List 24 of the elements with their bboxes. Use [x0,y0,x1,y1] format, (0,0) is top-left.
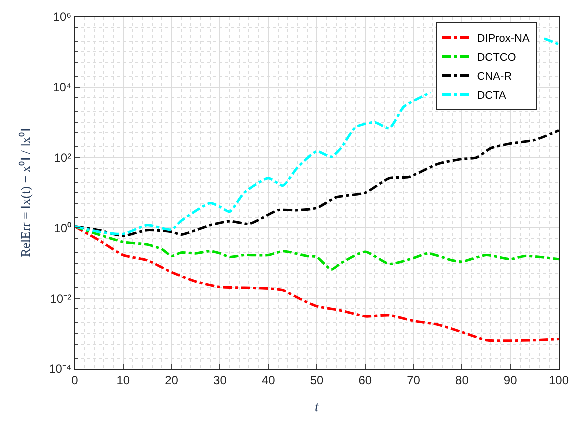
x-tick-label: 30 [214,373,228,388]
y-tick-label: 10⁴ [53,80,72,95]
x-tick-label: 70 [407,373,421,388]
legend-label: CNA-R [477,71,512,84]
y-axis-title: RelErr = ‖x(t) − x⁰‖ / ‖x⁰‖ [18,128,34,258]
x-tick-label: 90 [504,373,518,388]
y-tick-label: 10⁻² [50,292,72,306]
x-tick-label: 10 [116,373,130,388]
line-series [75,129,559,238]
x-tick-label: 100 [548,373,570,388]
x-tick-label: 20 [165,373,179,388]
x-axis-title: t [315,400,320,416]
y-tick-label: 10⁶ [53,10,72,24]
x-tick-label: 0 [72,373,79,388]
x-tick-label: 50 [310,373,324,388]
legend-label: DCTA [477,90,508,102]
legend-label: DCTCO [477,52,517,64]
legend-label: DIProx-NA [477,33,530,46]
y-tick-label: 10² [54,151,72,165]
y-tick-label: 10⁰ [54,221,72,236]
x-tick-label: 40 [262,373,276,388]
x-tick-label: 80 [456,373,470,388]
x-tick-label: 60 [358,373,372,388]
y-tick-label: 10⁻⁴ [49,362,72,376]
